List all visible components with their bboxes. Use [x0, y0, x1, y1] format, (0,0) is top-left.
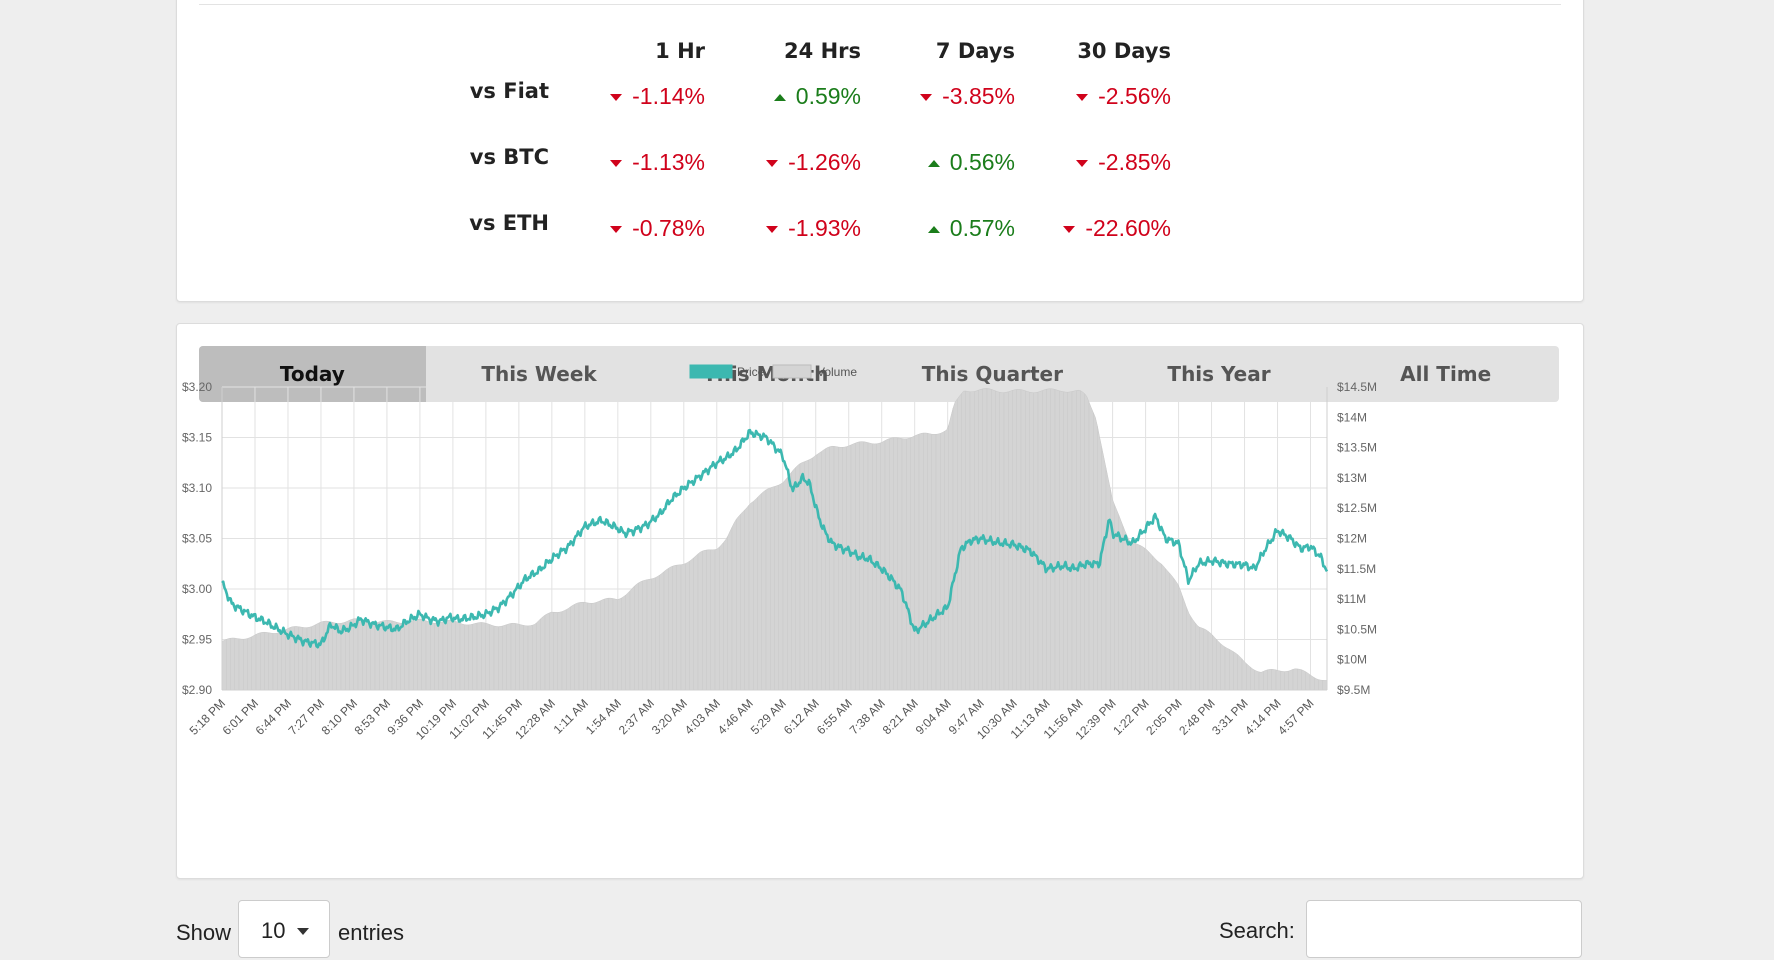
- time-range-tabs: Today This Week This Month This Quarter This…: [199, 346, 1559, 402]
- performance-card: 1 Hr 24 Hrs 7 Days 30 Days vs Fiat -1.14% 0.59…: [176, 0, 1584, 302]
- x-tick-label: 6:55 AM: [814, 696, 855, 737]
- x-tick-label: 9:04 AM: [913, 696, 954, 737]
- show-label: Show: [176, 920, 232, 945]
- change-value: 0.57%: [949, 215, 1015, 241]
- price-line: [221, 428, 1329, 649]
- chart-card: Today This Week This Month This Quarter This…: [176, 323, 1584, 879]
- tab-all-time[interactable]: All Time: [1400, 362, 1492, 386]
- y-tick-label-left: $3.05: [182, 532, 212, 546]
- y-tick-label-right: $14.5M: [1337, 380, 1377, 394]
- caret-down-icon: [297, 928, 309, 935]
- change-cell: -1.13%: [535, 149, 705, 176]
- y-tick-label-right: $12M: [1337, 532, 1367, 546]
- volume-bars: [221, 388, 1328, 690]
- arrow-down-icon: [1076, 94, 1089, 102]
- y-tick-label-left: $2.90: [182, 683, 212, 697]
- x-tick-label: 4:57 PM: [1275, 696, 1317, 738]
- change-value: -1.26%: [788, 149, 861, 175]
- row-label: vs BTC: [469, 145, 549, 169]
- entries-label: entries: [338, 920, 405, 945]
- arrow-up-icon: [773, 94, 786, 102]
- change-value: -2.85%: [1098, 149, 1171, 175]
- change-cell: -1.93%: [691, 215, 861, 242]
- change-value: -1.14%: [632, 83, 705, 109]
- change-value: -1.93%: [788, 215, 861, 241]
- performance-table: 1 Hr 24 Hrs 7 Days 30 Days vs Fiat -1.14% 0.59…: [177, 0, 1583, 301]
- arrow-down-icon: [610, 226, 623, 234]
- tab-this-week[interactable]: This Week: [481, 362, 597, 386]
- change-cell: -1.14%: [535, 83, 705, 110]
- y-tick-label-right: $11M: [1337, 592, 1366, 606]
- entries-select[interactable]: 10: [238, 900, 330, 958]
- arrow-down-icon: [920, 94, 933, 102]
- arrow-down-icon: [610, 94, 623, 102]
- change-cell: -2.56%: [1001, 83, 1171, 110]
- y-tick-label-left: $2.95: [182, 633, 212, 647]
- legend-label-price: Price: [737, 365, 765, 379]
- legend-swatch-price: [689, 364, 733, 379]
- y-tick-label-left: $3.15: [182, 431, 212, 445]
- change-value: -1.13%: [632, 149, 705, 175]
- y-tick-label-right: $12.5M: [1337, 501, 1377, 515]
- tab-this-quarter[interactable]: This Quarter: [921, 362, 1063, 386]
- chart-legend: Price Volume: [689, 364, 857, 379]
- y-tick-label-right: $9.5M: [1337, 683, 1370, 697]
- arrow-down-icon: [610, 160, 623, 168]
- x-tick-label: 1:54 AM: [583, 696, 624, 737]
- x-tick-label: 4:03 AM: [682, 696, 723, 737]
- arrow-down-icon: [1076, 160, 1089, 168]
- x-tick-label: 8:21 AM: [880, 696, 921, 737]
- arrow-down-icon: [766, 160, 779, 168]
- x-tick-label: 5:29 AM: [748, 696, 789, 737]
- row-label: vs Fiat: [469, 79, 549, 103]
- change-value: -0.78%: [632, 215, 705, 241]
- change-cell: 0.59%: [691, 83, 861, 110]
- tab-this-year[interactable]: This Year: [1167, 362, 1271, 386]
- price-volume-chart: Price Volume $3.20 $3.15 $3.10 $3.05 $3.00 $2.9…: [182, 364, 1377, 742]
- y-tick-label-left: $3.20: [182, 380, 212, 394]
- column-header: 7 Days: [935, 39, 1015, 63]
- y-tick-label-right: $11.5M: [1337, 562, 1376, 576]
- column-header: 1 Hr: [655, 39, 705, 63]
- change-cell: -22.60%: [1001, 215, 1171, 242]
- change-cell: -1.26%: [691, 149, 861, 176]
- row-label: vs ETH: [469, 211, 549, 235]
- arrow-up-icon: [927, 226, 940, 234]
- y-tick-label-right: $13M: [1337, 471, 1367, 485]
- change-value: -22.60%: [1085, 215, 1171, 241]
- entries-select-value: 10: [261, 918, 286, 943]
- x-tick-label: 7:38 AM: [847, 696, 888, 737]
- y-tick-label-right: $14M: [1337, 410, 1367, 424]
- legend-label-volume: Volume: [817, 365, 857, 379]
- change-cell: 0.56%: [845, 149, 1015, 176]
- divider: [199, 4, 1561, 5]
- x-tick-label: 4:46 AM: [715, 696, 756, 737]
- arrow-down-icon: [766, 226, 779, 234]
- change-value: 0.59%: [795, 83, 861, 109]
- arrow-up-icon: [927, 160, 940, 168]
- x-tick-label: 6:12 AM: [781, 696, 822, 737]
- y-tick-label-right: $10M: [1337, 653, 1367, 667]
- search-input[interactable]: [1306, 900, 1582, 958]
- change-cell: 0.57%: [845, 215, 1015, 242]
- search-label: Search:: [1219, 918, 1295, 943]
- legend-swatch-volume: [772, 364, 812, 379]
- change-cell: -2.85%: [1001, 149, 1171, 176]
- tab-today[interactable]: Today: [199, 346, 426, 402]
- column-header: 30 Days: [1077, 39, 1171, 63]
- change-value: 0.56%: [949, 149, 1015, 175]
- x-tick-label: 2:37 AM: [616, 696, 657, 737]
- y-tick-label-left: $3.00: [182, 582, 212, 596]
- change-cell: -0.78%: [535, 215, 705, 242]
- arrow-down-icon: [1063, 226, 1076, 234]
- y-tick-label-right: $13.5M: [1337, 441, 1377, 455]
- y-tick-label-left: $3.10: [182, 481, 212, 495]
- change-value: -3.85%: [942, 83, 1015, 109]
- y-tick-label-right: $10.5M: [1337, 622, 1377, 636]
- x-tick-label: 3:20 AM: [649, 696, 690, 737]
- column-header: 24 Hrs: [784, 39, 861, 63]
- change-cell: -3.85%: [845, 83, 1015, 110]
- change-value: -2.56%: [1098, 83, 1171, 109]
